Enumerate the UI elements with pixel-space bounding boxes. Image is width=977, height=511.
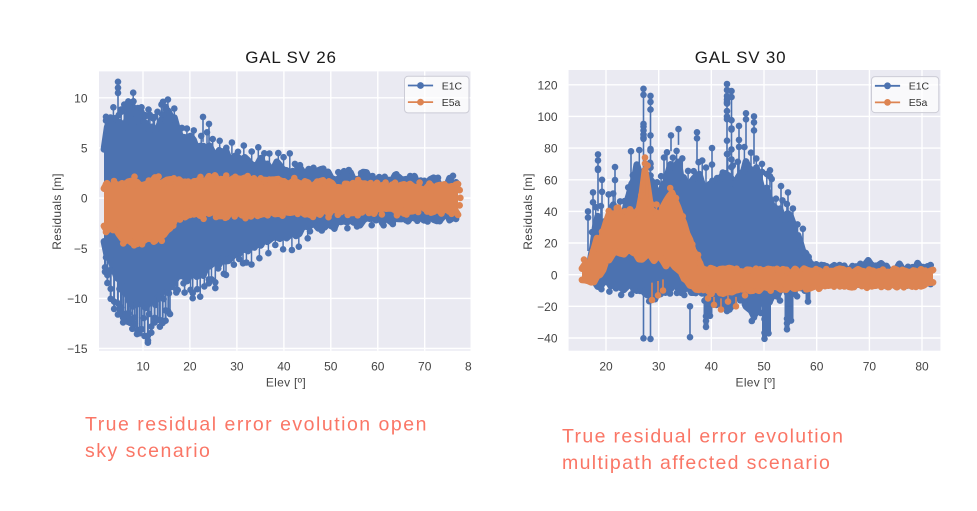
svg-text:True residual error evolution: True residual error evolution open <box>85 414 428 436</box>
svg-text:E5a: E5a <box>442 97 461 109</box>
svg-text:Residuals [m]: Residuals [m] <box>521 173 535 250</box>
svg-text:0: 0 <box>551 268 558 282</box>
svg-text:40: 40 <box>705 360 719 374</box>
svg-text:E1C: E1C <box>909 81 930 93</box>
svg-text:20: 20 <box>183 360 197 374</box>
svg-text:Elev [º]: Elev [º] <box>736 376 776 390</box>
svg-text:30: 30 <box>652 360 666 374</box>
svg-text:5: 5 <box>81 142 88 156</box>
svg-text:40: 40 <box>277 360 291 374</box>
svg-text:50: 50 <box>757 360 771 374</box>
svg-text:Elev [º]: Elev [º] <box>266 376 306 390</box>
svg-text:80: 80 <box>915 360 929 374</box>
svg-text:10: 10 <box>136 360 150 374</box>
svg-text:60: 60 <box>810 360 824 374</box>
svg-text:−5: −5 <box>74 242 88 256</box>
svg-text:multipath affected scenario: multipath affected scenario <box>562 452 831 474</box>
svg-text:80: 80 <box>544 142 558 156</box>
svg-text:GAL SV 30: GAL SV 30 <box>695 48 787 67</box>
svg-text:30: 30 <box>230 360 244 374</box>
svg-text:20: 20 <box>544 237 558 251</box>
svg-text:100: 100 <box>537 110 557 124</box>
svg-text:120: 120 <box>537 78 557 92</box>
svg-text:50: 50 <box>324 360 338 374</box>
svg-text:60: 60 <box>371 360 385 374</box>
svg-text:sky scenario: sky scenario <box>85 440 211 462</box>
svg-text:−10: −10 <box>67 292 88 306</box>
svg-text:Residuals [m]: Residuals [m] <box>50 173 64 250</box>
svg-text:−15: −15 <box>67 342 88 356</box>
svg-text:E1C: E1C <box>442 80 463 92</box>
svg-text:60: 60 <box>544 173 558 187</box>
svg-text:8: 8 <box>465 360 472 374</box>
svg-text:True residual error evolution: True residual error evolution <box>562 426 844 448</box>
svg-text:GAL SV 26: GAL SV 26 <box>245 48 337 67</box>
svg-text:10: 10 <box>74 91 88 105</box>
svg-text:E5a: E5a <box>909 97 928 109</box>
svg-text:0: 0 <box>81 192 88 206</box>
svg-text:−40: −40 <box>537 332 558 346</box>
svg-text:70: 70 <box>418 360 432 374</box>
svg-text:70: 70 <box>863 360 877 374</box>
svg-text:20: 20 <box>599 360 613 374</box>
svg-text:40: 40 <box>544 205 558 219</box>
svg-text:−20: −20 <box>537 300 558 314</box>
